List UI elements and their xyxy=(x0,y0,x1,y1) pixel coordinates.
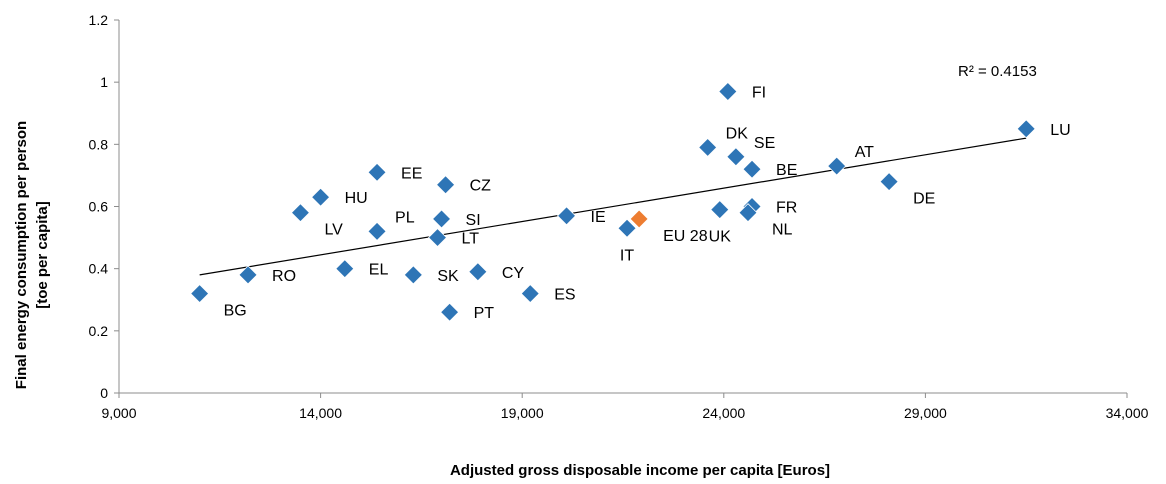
trendline xyxy=(199,137,1027,276)
point-label-be: BE xyxy=(776,162,797,179)
x-tick-label: 29,000 xyxy=(904,405,947,421)
data-point-nl xyxy=(738,203,758,223)
x-tick-label: 34,000 xyxy=(1106,405,1149,421)
point-label-fi: FI xyxy=(752,84,766,101)
point-label-hu: HU xyxy=(345,190,368,207)
point-label-it: IT xyxy=(620,247,634,264)
r-squared-annotation: R² = 0.4153 xyxy=(958,63,1037,80)
y-axis-title-line-1: Final energy consumption per person xyxy=(13,121,30,389)
point-label-ee: EE xyxy=(401,165,422,182)
data-point-ro xyxy=(238,265,258,285)
point-label-bg: BG xyxy=(224,303,247,320)
point-label-eu-28: EU 28 xyxy=(663,228,708,245)
data-point-at xyxy=(827,156,847,176)
data-point-el xyxy=(335,259,355,279)
point-label-ie: IE xyxy=(591,209,606,226)
data-point-pt xyxy=(440,302,460,322)
x-axis-title: Adjusted gross disposable income per cap… xyxy=(450,462,830,479)
data-point-lv xyxy=(290,203,311,223)
data-point-de xyxy=(879,172,899,192)
data-point-cy xyxy=(468,262,488,282)
point-label-at: AT xyxy=(855,144,874,161)
point-label-es: ES xyxy=(554,287,575,304)
y-tick-label: 0 xyxy=(100,385,108,401)
point-label-lu: LU xyxy=(1050,122,1070,139)
y-axis-ticks: 0 0.2 0.4 0.6 0.8 1 1.2 xyxy=(89,12,119,401)
point-label-nl: NL xyxy=(772,222,793,239)
y-axis-title-line-2: [toe per capita] xyxy=(34,201,51,309)
data-point-cz xyxy=(436,175,456,195)
point-label-lv: LV xyxy=(324,222,343,239)
data-point-dk xyxy=(698,137,718,158)
point-label-cz: CZ xyxy=(470,178,492,195)
point-label-pl: PL xyxy=(395,209,415,226)
data-point-si xyxy=(431,209,452,229)
point-label-lt: LT xyxy=(462,231,480,248)
point-label-de: DE xyxy=(913,191,935,208)
data-point-hu xyxy=(311,187,331,207)
data-point-se xyxy=(726,147,746,167)
data-point-ie xyxy=(556,206,577,226)
data-point-be xyxy=(742,159,762,179)
data-point-es xyxy=(520,283,540,304)
data-point-it xyxy=(617,218,637,238)
data-point-ee xyxy=(367,162,387,182)
x-axis-ticks: 9,000 14,000 19,000 24,000 29,000 34,000 xyxy=(101,393,1149,421)
y-tick-label: 0.8 xyxy=(89,136,109,152)
x-tick-label: 24,000 xyxy=(702,405,745,421)
data-point-sk xyxy=(403,265,423,285)
x-tick-label: 9,000 xyxy=(101,405,136,421)
data-point-lu xyxy=(1016,119,1036,139)
data-point-eu-28 xyxy=(629,209,649,229)
point-label-fr: FR xyxy=(776,200,797,217)
point-label-pt: PT xyxy=(474,305,495,322)
point-label-el: EL xyxy=(369,262,389,279)
y-tick-label: 0.2 xyxy=(89,323,109,339)
data-point-lt xyxy=(427,228,448,248)
y-tick-label: 1.2 xyxy=(89,12,109,28)
point-label-cy: CY xyxy=(502,265,525,282)
x-tick-label: 19,000 xyxy=(501,405,544,421)
x-tick-label: 14,000 xyxy=(299,405,342,421)
point-label-sk: SK xyxy=(437,268,459,285)
y-tick-label: 0.6 xyxy=(89,199,109,215)
y-tick-label: 0.4 xyxy=(89,261,109,277)
point-label-dk: DK xyxy=(726,125,749,142)
data-point-uk xyxy=(710,200,730,220)
point-label-ro: RO xyxy=(272,268,296,285)
point-label-si: SI xyxy=(466,212,481,229)
point-label-uk: UK xyxy=(709,229,732,246)
data-point-fi xyxy=(718,81,738,102)
data-point-pl xyxy=(367,221,387,241)
y-tick-label: 1 xyxy=(100,74,108,90)
data-point-bg xyxy=(190,283,210,304)
point-label-se: SE xyxy=(754,135,775,152)
